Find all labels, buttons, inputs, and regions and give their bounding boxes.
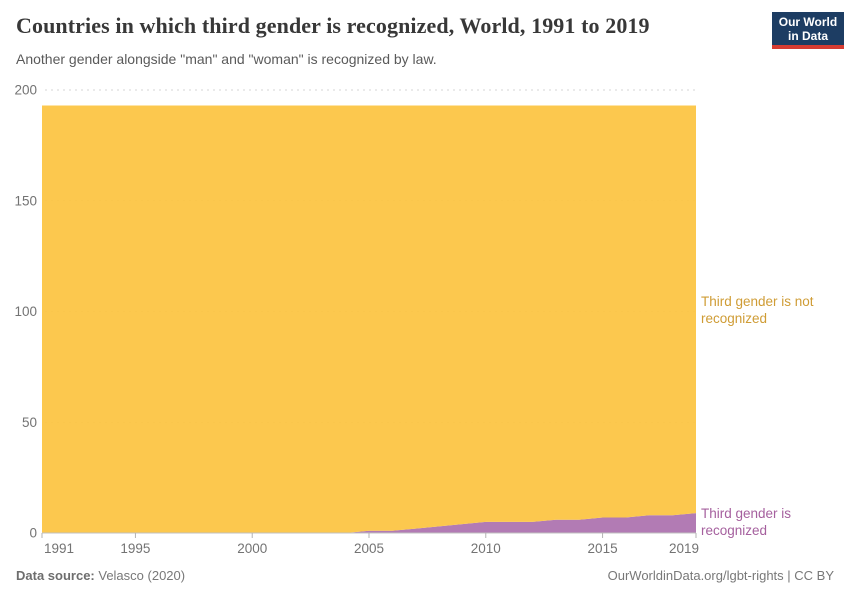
data-source-label: Data source: [16,568,95,583]
y-tick-label-0: 0 [29,526,37,541]
owid-url-link[interactable]: OurWorldinData.org/lgbt-rights | CC BY [607,568,834,583]
y-tick-label-200: 200 [14,83,37,98]
chart-title: Countries in which third gender is recog… [16,13,650,38]
data-source-value: Velasco (2020) [94,568,186,583]
x-tick-label-2015: 2015 [588,541,618,556]
data-source: Data source: Velasco (2020) [16,568,185,583]
owid-logo-line2: in Data [787,28,828,43]
chart-subtitle: Another gender alongside "man" and "woma… [16,51,437,67]
x-tick-label-1991: 1991 [44,541,74,556]
y-tick-label-150: 150 [14,193,37,208]
owid-logo: Our World in Data [772,12,844,49]
y-tick-label-100: 100 [14,304,37,319]
x-tick-label-1995: 1995 [120,541,150,556]
x-tick-label-2005: 2005 [354,541,384,556]
x-tick-label-2000: 2000 [237,541,267,556]
owid-logo-line1: Our World [778,14,838,29]
area-third-gender-recognized[interactable] [42,513,696,533]
chart-footer: Data source: Velasco (2020) OurWorldinDa… [16,568,834,588]
x-tick-label-2019: 2019 [669,541,699,556]
area-third-gender-not-recognized[interactable] [42,105,696,534]
series-label-not-recognized: Third gender is not recognized [701,294,814,326]
series-label-recognized: Third gender is recognized [701,506,792,538]
x-tick-label-2010: 2010 [471,541,501,556]
y-tick-label-50: 50 [22,415,37,430]
